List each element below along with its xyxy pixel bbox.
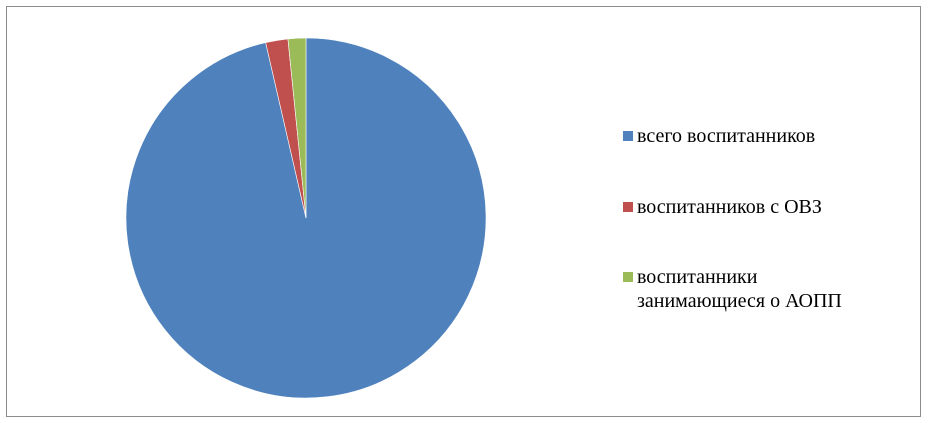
pie-slice-pupils-aopp	[287, 37, 307, 219]
legend-swatch-all-pupils	[623, 131, 633, 141]
legend-swatch-pupils-ovz	[623, 202, 633, 212]
legend-label-all-pupils: всего воспитанников	[637, 125, 816, 147]
legend-swatch-pupils-aopp	[623, 272, 633, 282]
legend-item-pupils-ovz: воспитанников с ОВЗ	[623, 195, 907, 219]
pie-chart	[125, 37, 487, 399]
legend-label-pupils-ovz: воспитанников с ОВЗ	[637, 196, 822, 218]
legend-item-all-pupils: всего воспитанников	[623, 124, 907, 148]
legend-item-pupils-aopp: воспитанники занимающиеся о АОПП	[623, 265, 907, 313]
pie-slices	[125, 37, 487, 399]
legend-label-pupils-aopp: воспитанники занимающиеся о АОПП	[637, 266, 842, 312]
chart-area: всего воспитанников воспитанников с ОВЗ …	[6, 6, 921, 417]
